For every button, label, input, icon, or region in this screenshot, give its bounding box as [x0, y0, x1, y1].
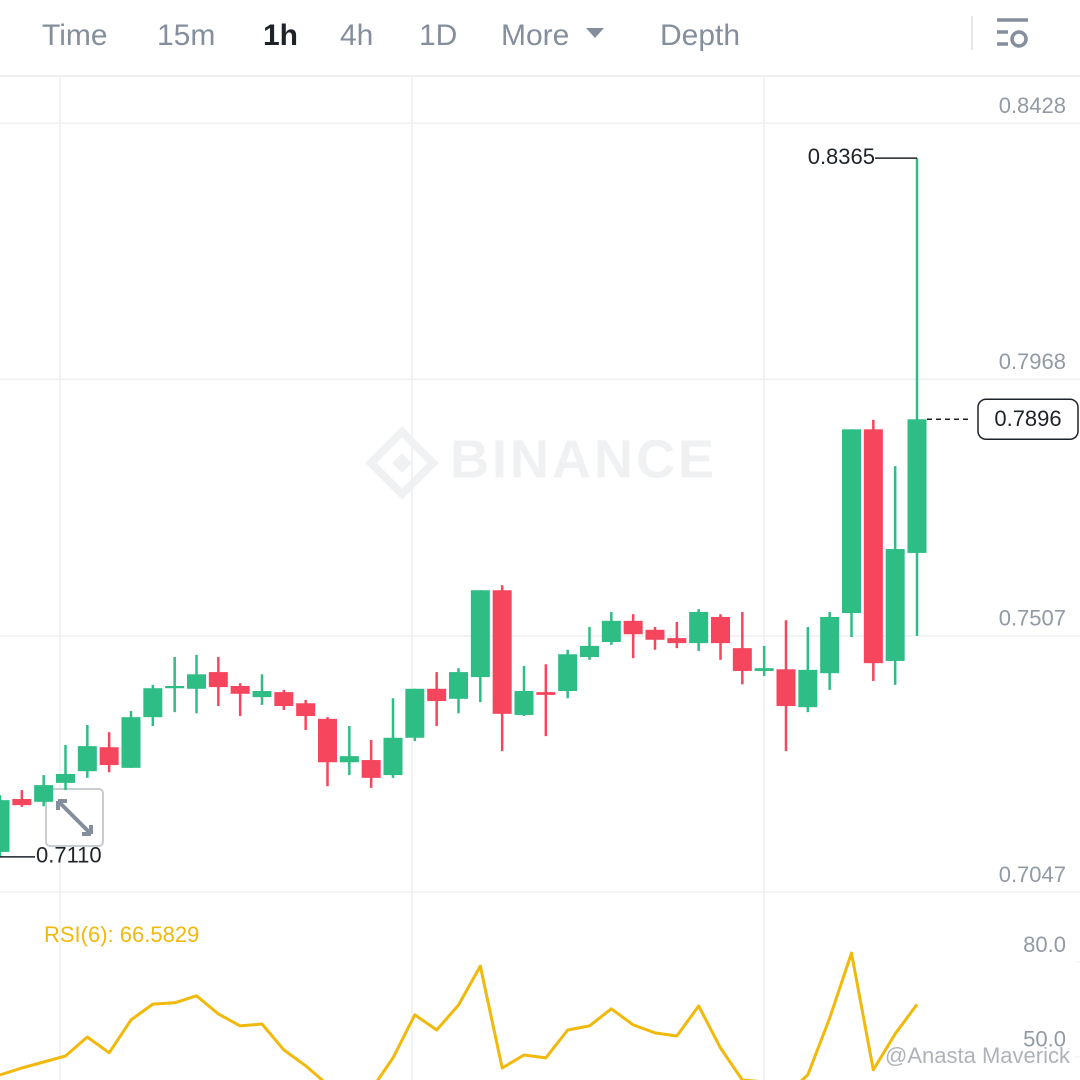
- low-marker-label: 0.7110: [36, 843, 102, 868]
- timeframe-tab[interactable]: Depth: [660, 19, 740, 52]
- timeframe-tab[interactable]: 1h: [263, 19, 298, 52]
- candle-body: [558, 654, 578, 692]
- candle-body: [361, 760, 381, 778]
- y-tick-label: 50.0: [1023, 1027, 1066, 1052]
- candle-body: [427, 688, 447, 702]
- timeframe-tab[interactable]: More: [501, 19, 569, 52]
- candle-body: [842, 429, 861, 614]
- price-chart: 0.8428 0.7968 0.7507 0.7047 0.8365 0.7110 0.78…: [0, 93, 1080, 893]
- candle-body: [580, 645, 599, 658]
- timeframe-tab[interactable]: 15m: [157, 19, 215, 52]
- candle-body: [165, 685, 185, 689]
- candle-body: [798, 669, 818, 708]
- candle-body: [754, 668, 774, 671]
- candle-body: [645, 629, 665, 640]
- candle-body: [230, 685, 250, 694]
- candle-body: [143, 688, 163, 718]
- candle-body: [56, 773, 75, 783]
- rsi-chart: RSI(6): 66.5829 80.0 50.0: [0, 922, 1080, 1080]
- rsi-label: RSI(6): 66.5829: [44, 922, 199, 947]
- y-tick-label: 80.0: [1023, 932, 1066, 957]
- candle-body: [274, 692, 294, 707]
- timeframe-tab[interactable]: 1D: [419, 19, 457, 52]
- candle-body: [689, 611, 709, 644]
- dropdown-arrow[interactable]: [586, 28, 604, 38]
- candle-body: [296, 703, 316, 717]
- candle-body: [601, 620, 621, 643]
- candle-body: [77, 746, 97, 772]
- candle-body: [383, 737, 403, 776]
- rsi-line: [0, 951, 919, 1080]
- last-price-label: 0.7896: [994, 406, 1061, 431]
- candle-body: [208, 672, 228, 688]
- candle-body: [711, 616, 730, 644]
- candle-body: [514, 691, 534, 715]
- y-tick-label: 0.8428: [999, 93, 1066, 118]
- candle-body: [863, 429, 883, 664]
- candle-body: [121, 717, 141, 768]
- candle-body: [449, 672, 468, 699]
- candle-body: [623, 620, 643, 635]
- toolbar: Time 15m 1h 4h 1D More Depth: [42, 19, 740, 52]
- candle-body: [318, 718, 337, 763]
- candle-body: [492, 590, 512, 714]
- candle-body: [470, 590, 490, 678]
- expand-button[interactable]: [45, 788, 104, 847]
- candle-body: [187, 674, 206, 689]
- watermark: BINANCE: [365, 426, 717, 500]
- timeframe-tab[interactable]: Time: [42, 19, 108, 52]
- settings-icon[interactable]: [997, 18, 1028, 48]
- candle-body: [667, 638, 687, 644]
- credit: @Anasta Maverick: [885, 1043, 1071, 1068]
- high-marker-label: 0.8365: [808, 144, 875, 169]
- candle-body: [99, 747, 119, 766]
- candle-body: [536, 692, 556, 695]
- y-tick-label: 0.7507: [999, 606, 1066, 631]
- candle-body: [820, 616, 840, 674]
- watermark-text: BINANCE: [450, 429, 717, 489]
- candle-body: [252, 691, 272, 698]
- last-price-box: [977, 398, 1079, 441]
- y-tick-label: 0.7968: [999, 349, 1066, 374]
- candle-body: [34, 785, 54, 802]
- y-tick-label: 0.7047: [999, 862, 1066, 887]
- candle-body: [885, 549, 905, 661]
- candle-body: [12, 799, 32, 806]
- candle-body: [0, 800, 10, 852]
- candle-body: [776, 669, 796, 707]
- candle-body: [907, 419, 927, 553]
- candle-body: [339, 756, 359, 763]
- candle-body: [405, 688, 425, 738]
- candle-body: [732, 648, 752, 671]
- timeframe-tab[interactable]: 4h: [340, 19, 373, 52]
